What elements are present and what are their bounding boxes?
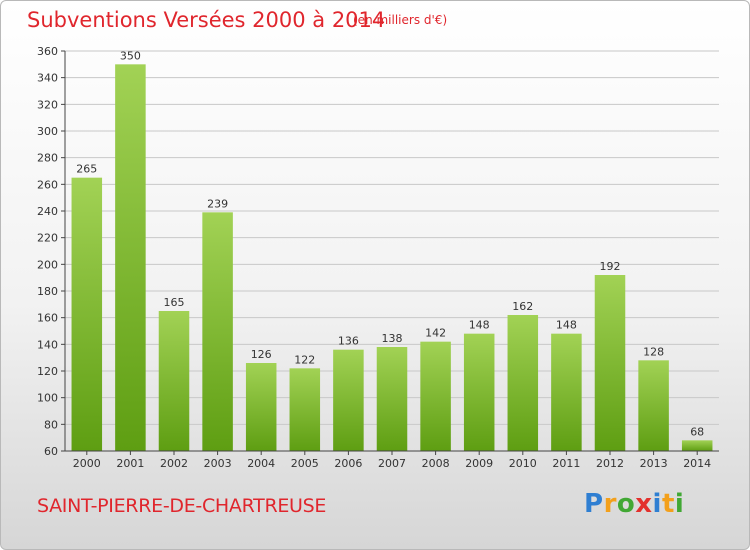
y-tick-label: 240 [37, 205, 58, 218]
bar-2005 [289, 368, 321, 451]
logo-letter: i [674, 489, 685, 519]
chart-unit-note: (en milliers d'€) [353, 13, 448, 27]
bar-2003 [202, 212, 233, 451]
bar-value-label: 128 [643, 345, 664, 358]
y-tick-label: 320 [37, 98, 58, 111]
bar-2004 [245, 363, 277, 451]
x-axis: 2000 2001 2002 2003 2004 2005 2006 2007 2008 2009… [65, 450, 719, 470]
x-tick-label: 2008 [422, 457, 450, 470]
y-tick-label: 160 [37, 312, 58, 325]
bar-2013 [638, 360, 669, 451]
bar-value-label: 162 [512, 300, 533, 313]
x-tick-label: 2006 [334, 457, 362, 470]
x-tick-label: 2004 [247, 457, 275, 470]
logo-letter: P [584, 489, 604, 519]
y-tick-label: 340 [37, 72, 58, 85]
x-tick-label: 2002 [160, 457, 188, 470]
chart-title: Subventions Versées 2000 à 2014 [27, 8, 386, 32]
x-tick-label: 2009 [465, 457, 493, 470]
commune-name: SAINT-PIERRE-DE-CHARTREUSE [37, 495, 327, 517]
bar-value-label: 350 [120, 49, 141, 62]
bar-2007 [376, 347, 408, 451]
bar-value-label: 148 [556, 319, 577, 332]
x-tick-label: 2003 [204, 457, 232, 470]
bar-2014 [681, 440, 713, 451]
x-tick-label: 2007 [378, 457, 406, 470]
y-tick-label: 80 [44, 418, 58, 431]
bar-value-label: 265 [76, 163, 97, 176]
logo-letter: r [603, 489, 617, 519]
proxiti-logo: Proxiti [584, 489, 684, 519]
y-tick-label: 60 [44, 445, 58, 458]
bar-value-label: 165 [164, 296, 185, 309]
bars: 265 350 165 239 126 122 136 138 142 148 162 148 192 1… [71, 49, 713, 452]
y-tick-label: 360 [37, 45, 58, 58]
x-tick-label: 2010 [509, 457, 537, 470]
bar-2001 [115, 64, 146, 452]
x-tick-label: 2012 [596, 457, 624, 470]
y-tick-label: 200 [37, 258, 58, 271]
y-axis: 60 80 100 120 140 160 180 200 220 240 260 280 300 320… [37, 45, 66, 458]
bar-value-label: 142 [425, 327, 446, 340]
bar-value-label: 126 [251, 348, 272, 361]
x-tick-label: 2011 [552, 457, 580, 470]
y-tick-label: 260 [37, 178, 58, 191]
bar-2000 [71, 177, 103, 451]
bar-value-label: 192 [600, 260, 621, 273]
bar-value-label: 136 [338, 335, 359, 348]
bar-value-label: 239 [207, 197, 228, 210]
bar-2006 [333, 349, 364, 451]
x-tick-label: 2001 [116, 457, 144, 470]
y-tick-label: 100 [37, 392, 58, 405]
bar-value-label: 148 [469, 319, 490, 332]
bar-chart: 60 80 100 120 140 160 180 200 220 240 260 280 300 320… [37, 45, 719, 470]
bar-value-label: 122 [294, 353, 315, 366]
y-tick-label: 140 [37, 338, 58, 351]
y-tick-label: 180 [37, 285, 58, 298]
bar-2008 [420, 341, 451, 451]
bar-2009 [463, 333, 495, 451]
bar-2011 [551, 333, 582, 451]
bar-2002 [158, 311, 190, 451]
logo-letter: i [652, 489, 662, 519]
x-tick-label: 2014 [683, 457, 711, 470]
logo-letter: t [661, 489, 675, 519]
bar-2012 [594, 275, 626, 451]
bar-value-label: 138 [382, 332, 403, 345]
bar-value-label: 68 [690, 425, 704, 438]
logo-letter: o [616, 489, 636, 519]
y-tick-label: 120 [37, 365, 58, 378]
y-tick-label: 300 [37, 125, 58, 138]
logo-letter: x [635, 489, 653, 519]
y-tick-label: 220 [37, 232, 58, 245]
y-tick-label: 280 [37, 152, 58, 165]
x-tick-label: 2005 [291, 457, 319, 470]
x-tick-label: 2000 [73, 457, 101, 470]
x-tick-label: 2013 [640, 457, 668, 470]
bar-2010 [507, 315, 539, 451]
